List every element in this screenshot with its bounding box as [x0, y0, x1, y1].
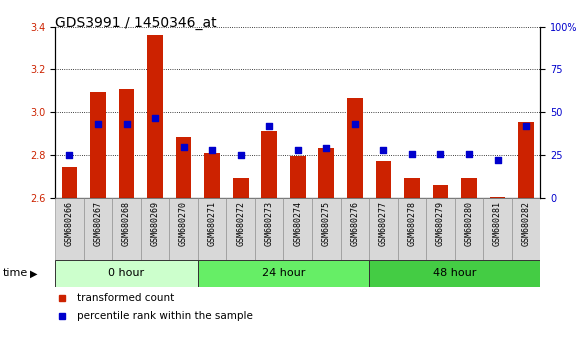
- Bar: [284, 198, 312, 260]
- Text: GSM680266: GSM680266: [65, 201, 74, 246]
- Bar: [198, 260, 369, 287]
- Bar: [233, 178, 249, 198]
- Bar: [147, 35, 163, 198]
- Bar: [426, 198, 455, 260]
- Bar: [198, 198, 227, 260]
- Bar: [84, 198, 112, 260]
- Point: [322, 145, 331, 151]
- Bar: [55, 198, 84, 260]
- Text: GSM680281: GSM680281: [493, 201, 502, 246]
- Bar: [55, 260, 198, 287]
- Bar: [255, 198, 284, 260]
- Point: [122, 121, 131, 127]
- Text: GSM680276: GSM680276: [350, 201, 359, 246]
- Bar: [397, 198, 426, 260]
- Bar: [227, 198, 255, 260]
- Bar: [369, 198, 397, 260]
- Point: [464, 151, 474, 156]
- Bar: [176, 137, 192, 198]
- Text: ▶: ▶: [30, 268, 38, 279]
- Text: GSM680280: GSM680280: [464, 201, 474, 246]
- Text: GSM680268: GSM680268: [122, 201, 131, 246]
- Point: [521, 123, 530, 129]
- Bar: [169, 198, 198, 260]
- Bar: [490, 197, 505, 198]
- Text: GSM680272: GSM680272: [236, 201, 245, 246]
- Point: [150, 115, 160, 120]
- Text: GSM680279: GSM680279: [436, 201, 445, 246]
- Text: GSM680278: GSM680278: [407, 201, 417, 246]
- Bar: [205, 153, 220, 198]
- Point: [350, 121, 360, 127]
- Bar: [340, 198, 369, 260]
- Point: [493, 158, 502, 163]
- Point: [94, 121, 103, 127]
- Text: percentile rank within the sample: percentile rank within the sample: [77, 311, 253, 321]
- Bar: [461, 178, 477, 198]
- Bar: [455, 198, 483, 260]
- Point: [407, 151, 417, 156]
- Text: GSM680274: GSM680274: [293, 201, 302, 246]
- Text: GSM680275: GSM680275: [322, 201, 331, 246]
- Point: [293, 147, 302, 153]
- Bar: [62, 167, 77, 198]
- Point: [379, 147, 388, 153]
- Point: [65, 153, 74, 158]
- Point: [264, 123, 274, 129]
- Bar: [483, 198, 512, 260]
- Text: GSM680270: GSM680270: [179, 201, 188, 246]
- Text: 48 hour: 48 hour: [433, 268, 476, 279]
- Text: time: time: [3, 268, 28, 279]
- Bar: [90, 92, 106, 198]
- Bar: [290, 156, 306, 198]
- Bar: [112, 198, 141, 260]
- Bar: [119, 89, 134, 198]
- Text: GSM680273: GSM680273: [265, 201, 274, 246]
- Text: GSM680267: GSM680267: [94, 201, 102, 246]
- Bar: [433, 185, 449, 198]
- Bar: [518, 122, 534, 198]
- Text: transformed count: transformed count: [77, 293, 174, 303]
- Point: [207, 147, 217, 153]
- Text: GSM680282: GSM680282: [522, 201, 530, 246]
- Text: GSM680269: GSM680269: [150, 201, 160, 246]
- Text: 0 hour: 0 hour: [109, 268, 145, 279]
- Bar: [347, 98, 363, 198]
- Bar: [318, 148, 334, 198]
- Bar: [261, 131, 277, 198]
- Text: GSM680277: GSM680277: [379, 201, 388, 246]
- Bar: [141, 198, 169, 260]
- Text: GSM680271: GSM680271: [207, 201, 217, 246]
- Bar: [404, 178, 419, 198]
- Bar: [312, 198, 340, 260]
- Bar: [512, 198, 540, 260]
- Text: GDS3991 / 1450346_at: GDS3991 / 1450346_at: [55, 16, 217, 30]
- Point: [436, 151, 445, 156]
- Point: [179, 144, 188, 149]
- Point: [236, 153, 245, 158]
- Text: 24 hour: 24 hour: [262, 268, 305, 279]
- Bar: [369, 260, 540, 287]
- Bar: [375, 161, 391, 198]
